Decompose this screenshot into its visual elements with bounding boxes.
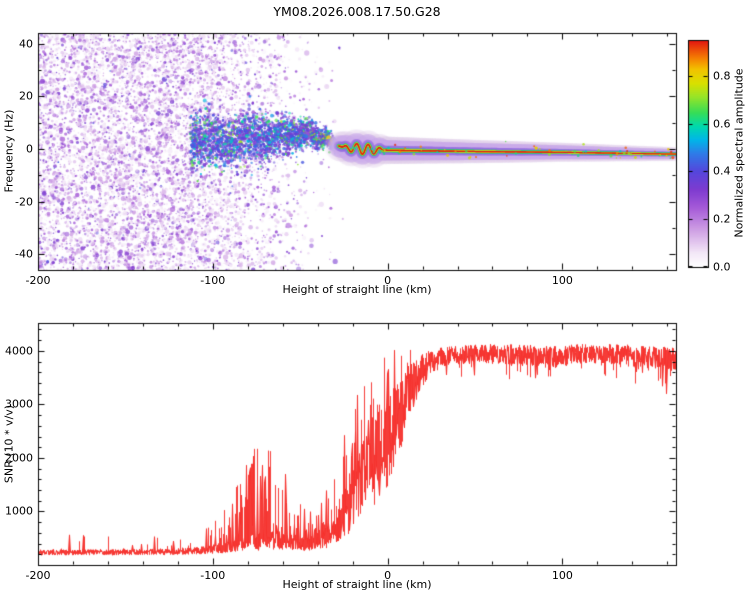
chart-title: YM08.2026.008.17.50.G28 [273, 4, 441, 19]
snr-y-tick-label: 4000 [5, 344, 33, 358]
snr-y-axis-label: SNR (10 * v/v) [2, 404, 16, 484]
spectrogram-x-tick-label: -200 [25, 274, 51, 287]
spectrogram-y-tick-label: 0 [26, 142, 33, 156]
spectrogram-y-tick-label: -40 [15, 247, 33, 261]
colorbar-tick-label: 0.6 [713, 117, 731, 131]
spectrogram-x-tick-label: 0 [384, 274, 392, 287]
spectrogram-y-tick-label: 20 [19, 89, 33, 103]
spectrogram-x-tick-label: -100 [200, 274, 226, 287]
spectrogram-y-tick-label: -20 [15, 195, 33, 209]
snr-x-tick-label: -200 [25, 569, 51, 582]
colorbar-tick-label: 0.0 [713, 260, 731, 274]
colorbar-tick-label: 0.4 [713, 164, 731, 178]
snr-x-axis-label: Height of straight line (km) [282, 578, 432, 591]
snr-x-tick-label: 100 [551, 569, 573, 582]
snr-y-tick-label: 2000 [5, 451, 33, 465]
snr-x-tick-label: 0 [384, 569, 392, 582]
spectrogram-x-axis-label: Height of straight line (km) [282, 283, 432, 296]
snr-y-tick-label: 3000 [5, 397, 33, 411]
spectrogram-y-axis-label: Frequency (Hz) [2, 109, 16, 193]
colorbar-label: Normalized spectral amplitude [732, 68, 746, 238]
snr-x-tick-label: -100 [200, 569, 226, 582]
spectrogram-y-tick-label: 40 [19, 37, 33, 51]
spectrogram-x-tick-label: 100 [551, 274, 573, 287]
colorbar-tick-label: 0.8 [713, 69, 731, 83]
colorbar-tick-label: 0.2 [713, 212, 731, 226]
snr-y-tick-label: 1000 [5, 504, 33, 518]
